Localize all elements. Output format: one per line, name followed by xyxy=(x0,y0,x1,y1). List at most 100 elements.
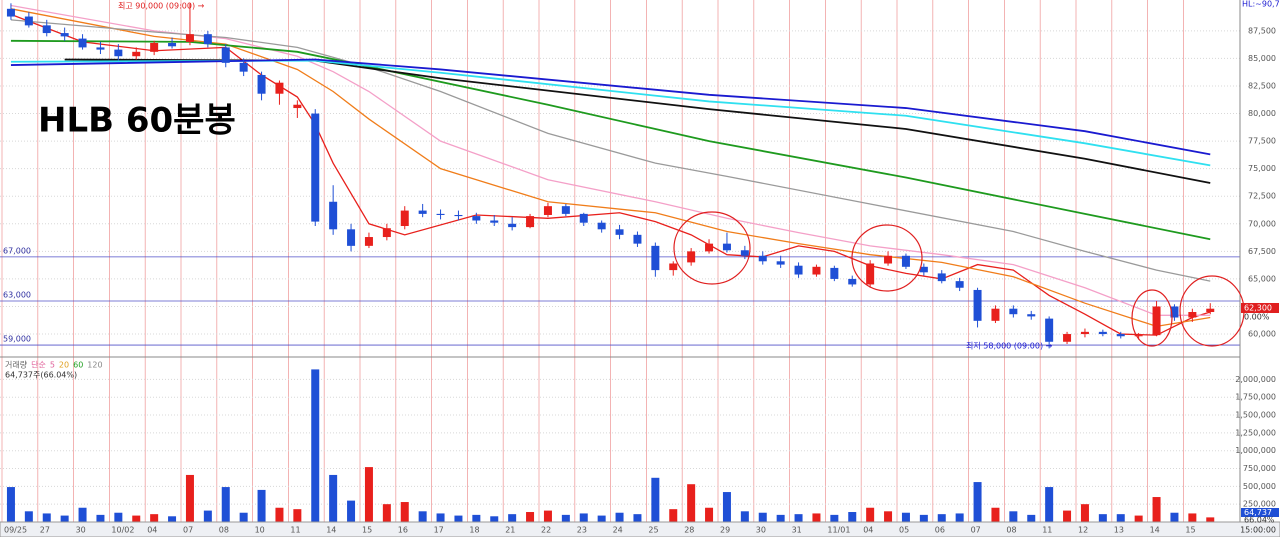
volume-bar xyxy=(275,507,284,522)
volume-bar xyxy=(1045,487,1054,522)
circle xyxy=(1131,289,1173,347)
moving-average-line xyxy=(10,59,1211,167)
volume-bar xyxy=(973,482,982,522)
x-tick-label: 25 xyxy=(648,526,658,535)
candle-body xyxy=(794,265,803,275)
x-tick-label: 27 xyxy=(40,526,50,535)
y-tick-label: 250,000 xyxy=(1243,500,1276,509)
x-tick-label: 05 xyxy=(899,526,909,535)
x-tick-label: 11 xyxy=(1042,526,1052,535)
candle-body xyxy=(705,243,714,252)
volume-bar xyxy=(543,510,552,522)
reference-label: 59,000 xyxy=(3,335,31,344)
candle-body xyxy=(1009,308,1018,315)
x-tick-label: 12 xyxy=(1078,526,1088,535)
volume-bar xyxy=(1116,514,1125,522)
candle-body xyxy=(669,263,678,271)
candle-body xyxy=(42,25,51,34)
candle-body xyxy=(239,62,248,72)
candle-body xyxy=(1170,306,1179,318)
grid-layer xyxy=(0,0,1240,522)
candle-body xyxy=(24,16,33,26)
top-right-label: HL:~90,78 xyxy=(1242,0,1280,9)
candle-body xyxy=(257,74,266,94)
y-tick-label: 80,000 xyxy=(1248,109,1276,118)
candle-body xyxy=(901,255,910,267)
volume-bar xyxy=(1152,497,1161,522)
volume-bar xyxy=(114,512,123,522)
candle-body xyxy=(275,82,284,94)
volume-bar xyxy=(1170,512,1179,522)
x-tick-label: 28 xyxy=(684,526,694,535)
volume-bar xyxy=(24,511,33,522)
volume-bar xyxy=(919,514,928,522)
candle-body xyxy=(937,273,946,282)
y-tick-label: 1,250,000 xyxy=(1235,428,1276,437)
volume-bar xyxy=(884,511,893,522)
candle-body xyxy=(364,237,373,246)
x-axis-band xyxy=(0,521,1280,537)
candle-body xyxy=(1063,334,1072,342)
x-tick-label: 11/01 xyxy=(827,526,850,535)
last-volume-box xyxy=(1241,508,1279,517)
x-tick-label: 04 xyxy=(147,526,157,535)
volume-bar xyxy=(329,474,338,522)
candle-body xyxy=(651,245,660,271)
volume-bar xyxy=(651,477,660,522)
candle-body xyxy=(866,263,875,285)
last-volume-label: 64,737 xyxy=(1244,508,1272,517)
last-change-label: 0.00% xyxy=(1244,313,1270,322)
candle-body xyxy=(203,34,212,45)
volume-bar xyxy=(1080,504,1089,522)
y-tick-label: 82,500 xyxy=(1248,81,1276,90)
candle-body xyxy=(633,234,642,244)
candle-body xyxy=(991,308,1000,321)
candle-body xyxy=(1116,334,1125,337)
candle-body xyxy=(1098,331,1107,335)
candle-body xyxy=(848,278,857,285)
time-label: 15:00:00 xyxy=(1240,526,1276,535)
volume-bar xyxy=(168,516,177,522)
candle-body xyxy=(114,49,123,57)
volume-bar xyxy=(526,512,535,522)
candle-body xyxy=(526,216,535,228)
candle-body xyxy=(722,243,731,251)
volume-bar xyxy=(490,516,499,522)
chart-title: HLB 60분봉 xyxy=(38,101,236,141)
candle-body xyxy=(60,33,69,37)
legend-entry: 60 xyxy=(73,361,83,370)
x-tick-label: 07 xyxy=(971,526,981,535)
volume-bar xyxy=(418,511,427,522)
y-tick-label: 60,000 xyxy=(1248,330,1276,339)
volume-bar xyxy=(615,512,624,522)
y-tick-label: 2,000,000 xyxy=(1235,375,1276,384)
y-tick-label: 77,500 xyxy=(1248,137,1276,146)
candle-body xyxy=(185,34,194,42)
y-tick-label: 750,000 xyxy=(1243,464,1276,473)
high-annotation: 최고 90,000 (09:00) → xyxy=(118,1,205,11)
x-tick-label: 10 xyxy=(255,526,265,535)
candle-body xyxy=(454,214,463,217)
marks-layer xyxy=(6,3,1215,522)
volume-bar xyxy=(257,489,266,522)
x-tick-label: 04 xyxy=(863,526,873,535)
x-tick-label: 16 xyxy=(398,526,408,535)
y-tick-label: 1,500,000 xyxy=(1235,411,1276,420)
candle-body xyxy=(311,113,320,222)
volume-bar xyxy=(937,514,946,522)
volume-bar xyxy=(42,513,51,522)
volume-bar xyxy=(1063,510,1072,522)
last-ratio-label: 66.04% xyxy=(1244,516,1275,525)
volume-bar xyxy=(866,507,875,522)
volume-bar xyxy=(669,509,678,522)
volume-bar xyxy=(132,515,141,522)
volume-bar xyxy=(633,514,642,522)
candle-body xyxy=(1080,331,1089,335)
candle-body xyxy=(561,206,570,214)
candle-body xyxy=(96,47,105,50)
y-tick-label: 1,750,000 xyxy=(1235,393,1276,402)
last-price-label: 62,300 xyxy=(1244,304,1272,313)
candle-body xyxy=(812,266,821,275)
